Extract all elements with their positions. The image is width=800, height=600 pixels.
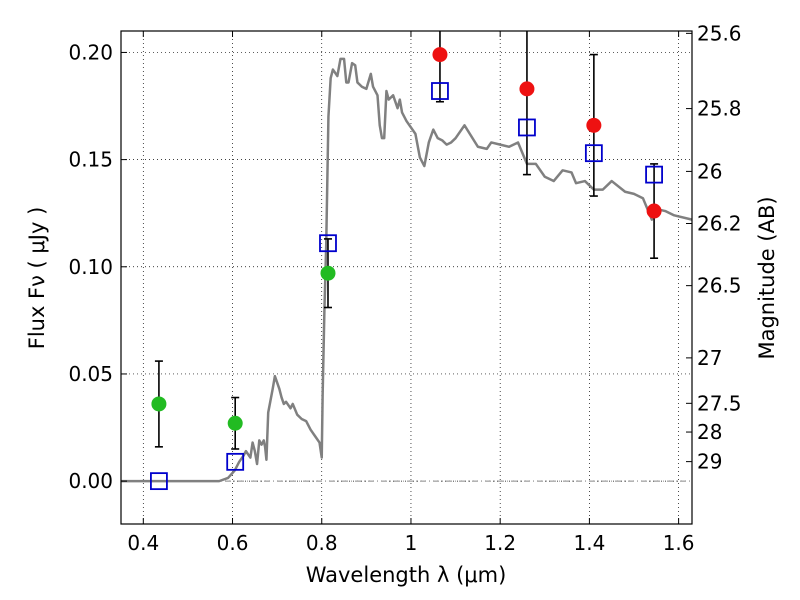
mag-tick-label: 26.5 — [697, 274, 742, 298]
mag-tick-label: 25.6 — [697, 21, 742, 45]
model-photometry-square — [150, 472, 168, 491]
red-data-point — [646, 203, 662, 219]
mag-tick-label: 25.8 — [697, 97, 742, 121]
red-data-point — [432, 47, 448, 63]
axis-layer: 0.4 0.6 0.8 1 1.2 1.4 1.6 0.00 0.05 0.10 0.15 0.20 2… — [68, 21, 741, 555]
model-photometry-square — [584, 144, 603, 163]
y-axis-label: Flux Fν ( μJy ) — [25, 207, 49, 350]
y-tick-label: 0.20 — [68, 40, 113, 64]
grid-layer — [121, 31, 692, 524]
model-photometry-square — [645, 165, 663, 184]
plot-frame — [120, 30, 693, 525]
x-tick-label: 0.4 — [127, 531, 159, 555]
x-tick-label: 0.8 — [306, 531, 338, 555]
y-tick-label: 0.10 — [68, 255, 113, 279]
x-tick-label: 1.6 — [663, 531, 695, 555]
model-photometry-square — [226, 452, 245, 471]
mag-tick-label: 27.5 — [697, 391, 742, 415]
plot-layer — [121, 31, 693, 491]
y2-axis-label: Magnitude (AB) — [755, 196, 779, 359]
y-tick-label: 0.00 — [68, 469, 113, 493]
green-data-point — [320, 265, 336, 281]
red-data-point — [519, 81, 535, 97]
mag-tick-label: 26 — [697, 159, 722, 183]
model-photometry-square — [431, 82, 449, 100]
green-data-point — [227, 415, 243, 431]
x-tick-label: 1 — [405, 531, 418, 555]
x-tick-label: 1.4 — [573, 531, 605, 555]
mag-tick-label: 27 — [697, 346, 722, 370]
x-tick-label: 0.6 — [217, 531, 249, 555]
y-tick-label: 0.15 — [68, 148, 113, 172]
red-data-point — [586, 117, 602, 133]
x-tick-label: 1.2 — [484, 531, 516, 555]
x-axis-label: Wavelength λ (μm) — [306, 563, 507, 587]
green-data-point — [151, 396, 167, 412]
mag-tick-label: 29 — [697, 450, 722, 474]
mag-tick-label: 28 — [697, 420, 722, 444]
model-photometry-square — [518, 118, 536, 137]
mag-tick-label: 26.2 — [697, 211, 742, 235]
model-spectrum-line — [121, 57, 693, 483]
y-tick-label: 0.05 — [68, 362, 113, 386]
model-photometry-square — [319, 234, 337, 253]
